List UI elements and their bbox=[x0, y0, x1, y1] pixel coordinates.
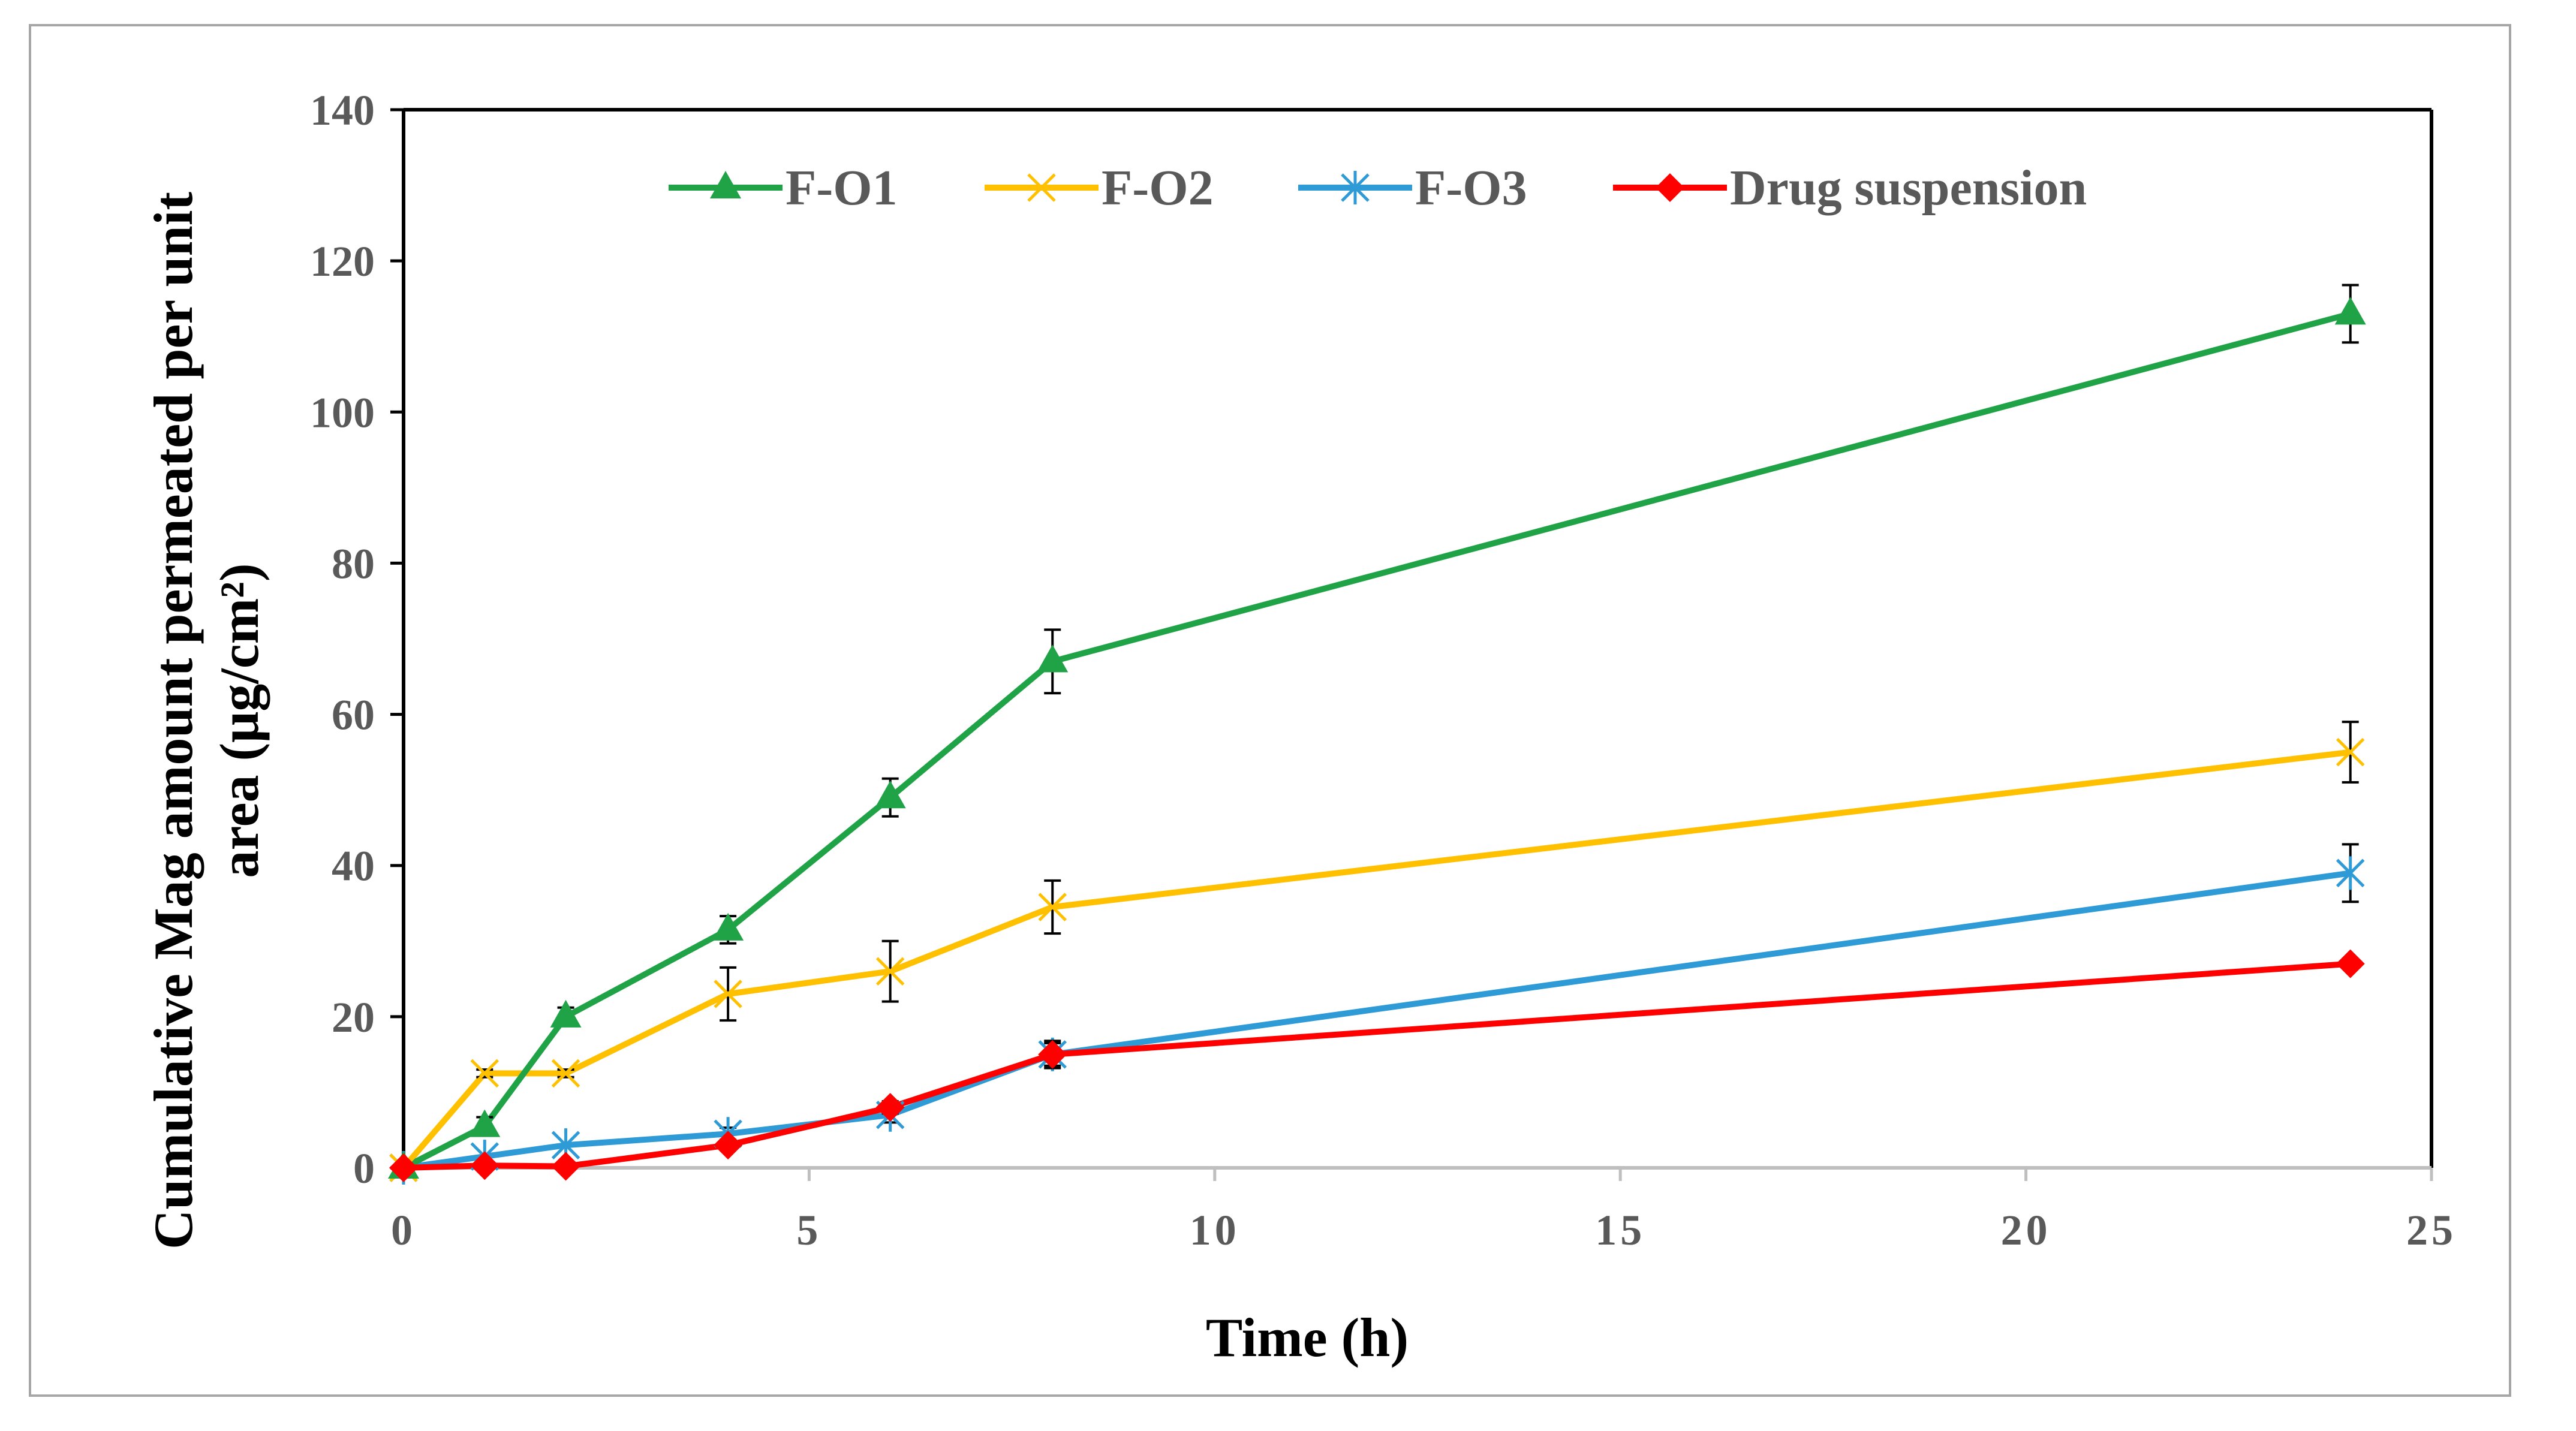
x-tick-label: 5 bbox=[796, 1206, 821, 1254]
data-point-drug-suspension bbox=[389, 1153, 418, 1182]
x-tick-label: 0 bbox=[391, 1206, 416, 1254]
y-tick-label: 0 bbox=[353, 1144, 375, 1192]
marker-stroke bbox=[875, 957, 905, 986]
legend: F-O1 F-O2 F-O3 Drug suspension bbox=[669, 160, 2087, 216]
x-tick-label: 20 bbox=[2001, 1206, 2051, 1254]
y-tick-label: 100 bbox=[310, 388, 375, 436]
x-tick-label: 15 bbox=[1595, 1206, 1645, 1254]
y-tick-label: 80 bbox=[332, 540, 375, 588]
legend-item-drug-suspension: Drug suspension bbox=[1613, 160, 2087, 216]
data-point-f-o2 bbox=[551, 1059, 580, 1088]
data-point-drug-suspension bbox=[551, 1152, 580, 1181]
marker-stroke bbox=[1027, 173, 1056, 202]
y-tick-label: 20 bbox=[332, 993, 375, 1041]
data-point-f-o1 bbox=[550, 999, 582, 1028]
legend-item-f-o2: F-O2 bbox=[985, 160, 1214, 216]
y-tick-label: 60 bbox=[332, 691, 375, 739]
data-point-f-o2 bbox=[714, 980, 742, 1008]
marker-stroke bbox=[714, 980, 742, 1008]
data-point-f-o3 bbox=[2336, 856, 2365, 890]
data-point-f-o2 bbox=[1038, 893, 1067, 921]
legend-label: F-O3 bbox=[1415, 160, 1527, 216]
legend-item-f-o3: F-O3 bbox=[1298, 160, 1527, 216]
data-point-f-o2 bbox=[470, 1059, 499, 1088]
data-point-f-o1 bbox=[874, 781, 906, 809]
x-tick-label: 10 bbox=[1190, 1206, 1240, 1254]
legend-swatch-marker bbox=[1656, 173, 1684, 202]
legend-swatch-marker bbox=[1027, 173, 1056, 202]
y-tick-label: 120 bbox=[310, 237, 375, 285]
data-point-f-o1 bbox=[1037, 644, 1069, 673]
marker-stroke bbox=[551, 1059, 580, 1088]
legend-item-f-o1: F-O1 bbox=[669, 160, 898, 216]
series-line-f-o2 bbox=[401, 749, 2351, 1170]
y-axis-title: Cumulative Mag amount permeated per unit… bbox=[143, 192, 270, 1249]
data-point-drug-suspension bbox=[2336, 949, 2365, 978]
marker-stroke bbox=[470, 1059, 499, 1088]
y-axis-title-line-1: Cumulative Mag amount permeated per unit bbox=[143, 192, 204, 1249]
data-point-drug-suspension bbox=[714, 1131, 743, 1160]
legend-label: Drug suspension bbox=[1730, 160, 2087, 216]
data-point-drug-suspension bbox=[875, 1093, 905, 1122]
legend-label: F-O1 bbox=[786, 160, 898, 216]
y-tick-label: 140 bbox=[310, 86, 375, 134]
data-point-f-o1 bbox=[469, 1109, 501, 1137]
y-tick-label: 40 bbox=[332, 842, 375, 890]
data-point-f-o2 bbox=[2336, 737, 2365, 767]
legend-label: F-O2 bbox=[1102, 160, 1214, 216]
marker-stroke bbox=[2336, 737, 2365, 767]
legend-swatch-marker bbox=[710, 171, 741, 198]
data-point-drug-suspension bbox=[1038, 1040, 1067, 1069]
series-line-f-o3 bbox=[403, 870, 2351, 1171]
legend-swatch-marker bbox=[1341, 171, 1370, 204]
series-line-f-o1 bbox=[402, 311, 2352, 1171]
plot-area: 0 20 40 60 80 100 120 140 0 5 10 15 20 25 bbox=[310, 86, 2457, 1254]
x-axis-title: Time (h) bbox=[1206, 1307, 1409, 1368]
y-axis-title-line-2: area (μg/cm²) bbox=[209, 563, 270, 878]
data-point-f-o1 bbox=[2334, 297, 2366, 325]
marker-stroke bbox=[1038, 893, 1067, 921]
data-point-f-o2 bbox=[875, 957, 905, 986]
data-point-drug-suspension bbox=[470, 1151, 499, 1180]
x-tick-label: 25 bbox=[2406, 1206, 2457, 1254]
data-point-f-o1 bbox=[712, 912, 744, 941]
